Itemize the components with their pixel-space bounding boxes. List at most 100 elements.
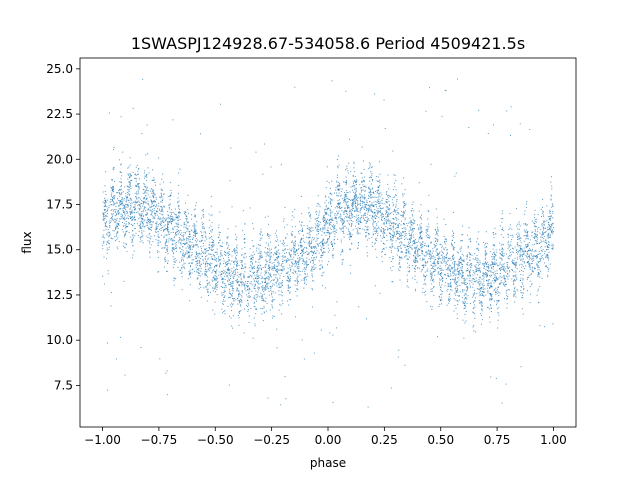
data-point <box>378 186 380 188</box>
data-point <box>150 200 152 202</box>
data-point <box>303 252 305 254</box>
data-point <box>146 213 148 215</box>
data-point <box>382 214 384 216</box>
data-point <box>351 185 353 187</box>
data-point <box>472 326 474 328</box>
data-point <box>544 262 546 264</box>
data-point <box>304 242 306 243</box>
data-point <box>420 204 422 206</box>
data-point <box>196 251 198 253</box>
data-point <box>505 283 507 285</box>
data-point <box>467 247 469 249</box>
data-point <box>382 234 384 236</box>
data-point <box>212 280 214 282</box>
data-point <box>516 244 518 246</box>
data-point <box>501 221 503 223</box>
data-point <box>112 200 114 201</box>
data-point <box>163 236 165 238</box>
data-point <box>374 93 376 95</box>
data-point <box>378 194 380 196</box>
data-point <box>506 110 508 112</box>
data-point <box>204 257 206 259</box>
data-point <box>462 255 464 257</box>
data-point <box>139 208 141 210</box>
data-point <box>129 177 131 179</box>
data-point <box>420 218 422 220</box>
data-point <box>490 304 492 306</box>
data-point <box>218 274 220 276</box>
data-point <box>544 241 546 243</box>
data-point <box>447 298 449 300</box>
data-point <box>491 286 493 288</box>
data-point <box>436 252 438 254</box>
data-point <box>446 269 448 271</box>
data-point <box>141 231 143 233</box>
data-point <box>442 279 444 281</box>
data-point <box>511 268 513 270</box>
data-point <box>541 257 543 259</box>
data-point <box>202 258 204 260</box>
data-point <box>207 270 209 272</box>
data-point <box>235 280 237 282</box>
data-point <box>208 295 210 297</box>
data-point <box>468 271 470 273</box>
data-point <box>119 195 121 197</box>
data-point <box>238 317 240 319</box>
data-point <box>425 262 427 264</box>
data-point <box>181 240 183 242</box>
data-point <box>231 255 233 257</box>
data-point <box>271 262 273 264</box>
data-point <box>381 226 383 228</box>
data-point <box>346 196 348 198</box>
data-point <box>148 172 150 174</box>
data-point <box>237 300 239 302</box>
data-point <box>550 227 552 229</box>
data-point <box>228 384 230 386</box>
data-point <box>116 212 118 214</box>
data-point <box>130 223 132 225</box>
data-point <box>164 228 166 230</box>
data-point <box>522 297 524 299</box>
data-point <box>366 216 368 218</box>
data-point <box>167 247 169 249</box>
data-point <box>455 290 457 292</box>
data-point <box>450 265 452 267</box>
data-point <box>484 244 486 246</box>
data-point <box>172 228 174 230</box>
data-point <box>392 258 394 260</box>
data-point <box>330 211 332 213</box>
data-point <box>520 259 521 261</box>
data-point <box>197 268 199 270</box>
data-point <box>465 292 467 294</box>
data-point <box>285 237 287 239</box>
data-point <box>188 236 190 238</box>
data-point <box>121 192 123 194</box>
data-point <box>114 236 116 238</box>
data-point <box>177 231 179 233</box>
data-point <box>489 298 491 300</box>
data-point <box>371 202 373 204</box>
data-point <box>216 265 218 267</box>
data-point <box>477 282 479 284</box>
data-point <box>461 264 463 266</box>
data-point <box>541 235 543 237</box>
data-point <box>224 262 226 264</box>
data-point <box>391 240 393 242</box>
data-point <box>339 183 341 185</box>
data-point <box>164 260 166 262</box>
data-point <box>178 172 180 174</box>
data-point <box>265 252 267 254</box>
data-point <box>292 211 294 213</box>
data-point <box>241 300 243 302</box>
data-point <box>371 215 373 217</box>
data-point <box>354 195 356 197</box>
data-point <box>344 210 346 212</box>
data-point <box>392 237 394 239</box>
data-point <box>365 223 367 225</box>
data-point <box>252 245 254 247</box>
data-point <box>270 255 272 257</box>
data-point <box>203 251 205 253</box>
data-point <box>445 224 447 225</box>
data-point <box>270 166 272 168</box>
data-point <box>323 231 325 233</box>
